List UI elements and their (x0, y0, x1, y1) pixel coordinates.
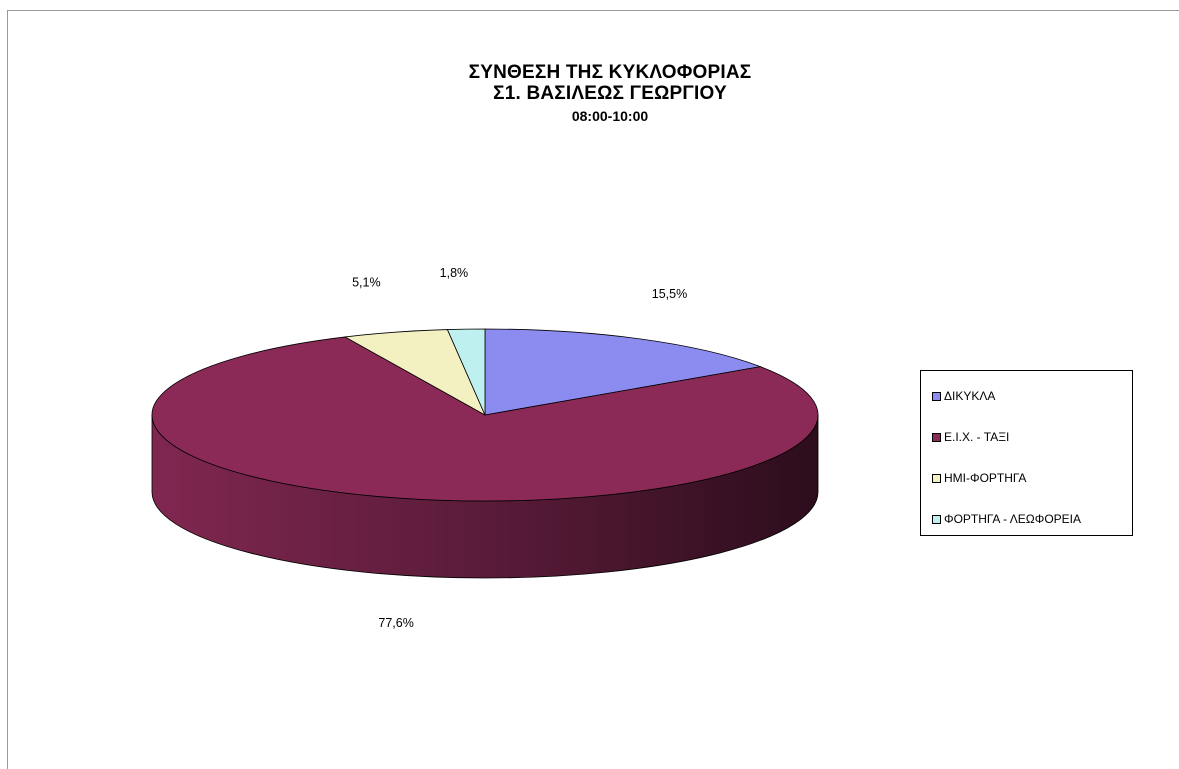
chart-title: ΣΥΝΘΕΣΗ ΤΗΣ ΚΥΚΛΟΦΟΡΙΑΣ (468, 62, 752, 83)
data-label-3: 1,8% (440, 266, 469, 280)
data-label-2: 5,1% (352, 275, 381, 289)
pie-slice-0 (484, 328, 762, 416)
legend-item-eix-taxi: Ε.Ι.Χ. - ΤΑΞΙ (932, 430, 1009, 444)
pie-slice-3 (446, 328, 486, 416)
legend-item-hmi-fortiga: ΗΜΙ-ΦΟΡΤΗΓΑ (932, 471, 1026, 485)
legend-item-fortiga-leoforeia: ΦΟΡΤΗΓΑ - ΛΕΩΦΟΡΕΙΑ (932, 512, 1081, 526)
legend-label: ΔΙΚΥΚΛΑ (944, 389, 996, 403)
data-label-1: 77,6% (378, 616, 413, 630)
legend-label: ΗΜΙ-ΦΟΡΤΗΓΑ (944, 471, 1027, 485)
legend-swatch (932, 391, 941, 401)
legend-swatch (932, 432, 941, 442)
chart-title-line2: Σ1. ΒΑΣΙΛΕΩΣ ΓΕΩΡΓΙΟΥ (493, 83, 727, 104)
chart-legend: ΔΙΚΥΚΛΑ Ε.Ι.Χ. - ΤΑΞΙ ΗΜΙ-ΦΟΡΤΗΓΑ ΦΟΡΤΗΓ… (920, 370, 1133, 536)
legend-item-dikykla: ΔΙΚΥΚΛΑ (932, 389, 995, 403)
legend-label: ΦΟΡΤΗΓΑ - ΛΕΩΦΟΡΕΙΑ (944, 512, 1082, 526)
chart-frame (7, 10, 1179, 769)
chart-subtitle: 08:00-10:00 (571, 108, 649, 124)
legend-swatch (932, 514, 941, 524)
legend-label: Ε.Ι.Χ. - ΤΑΞΙ (944, 430, 1010, 444)
legend-swatch (932, 473, 941, 483)
pie-slice-1 (151, 336, 819, 502)
chart-title-block: ΣΥΝΘΕΣΗ ΤΗΣ ΚΥΚΛΟΦΟΡΙΑΣ Σ1. ΒΑΣΙΛΕΩΣ ΓΕΩ… (380, 62, 840, 126)
data-label-0: 15,5% (652, 287, 687, 301)
